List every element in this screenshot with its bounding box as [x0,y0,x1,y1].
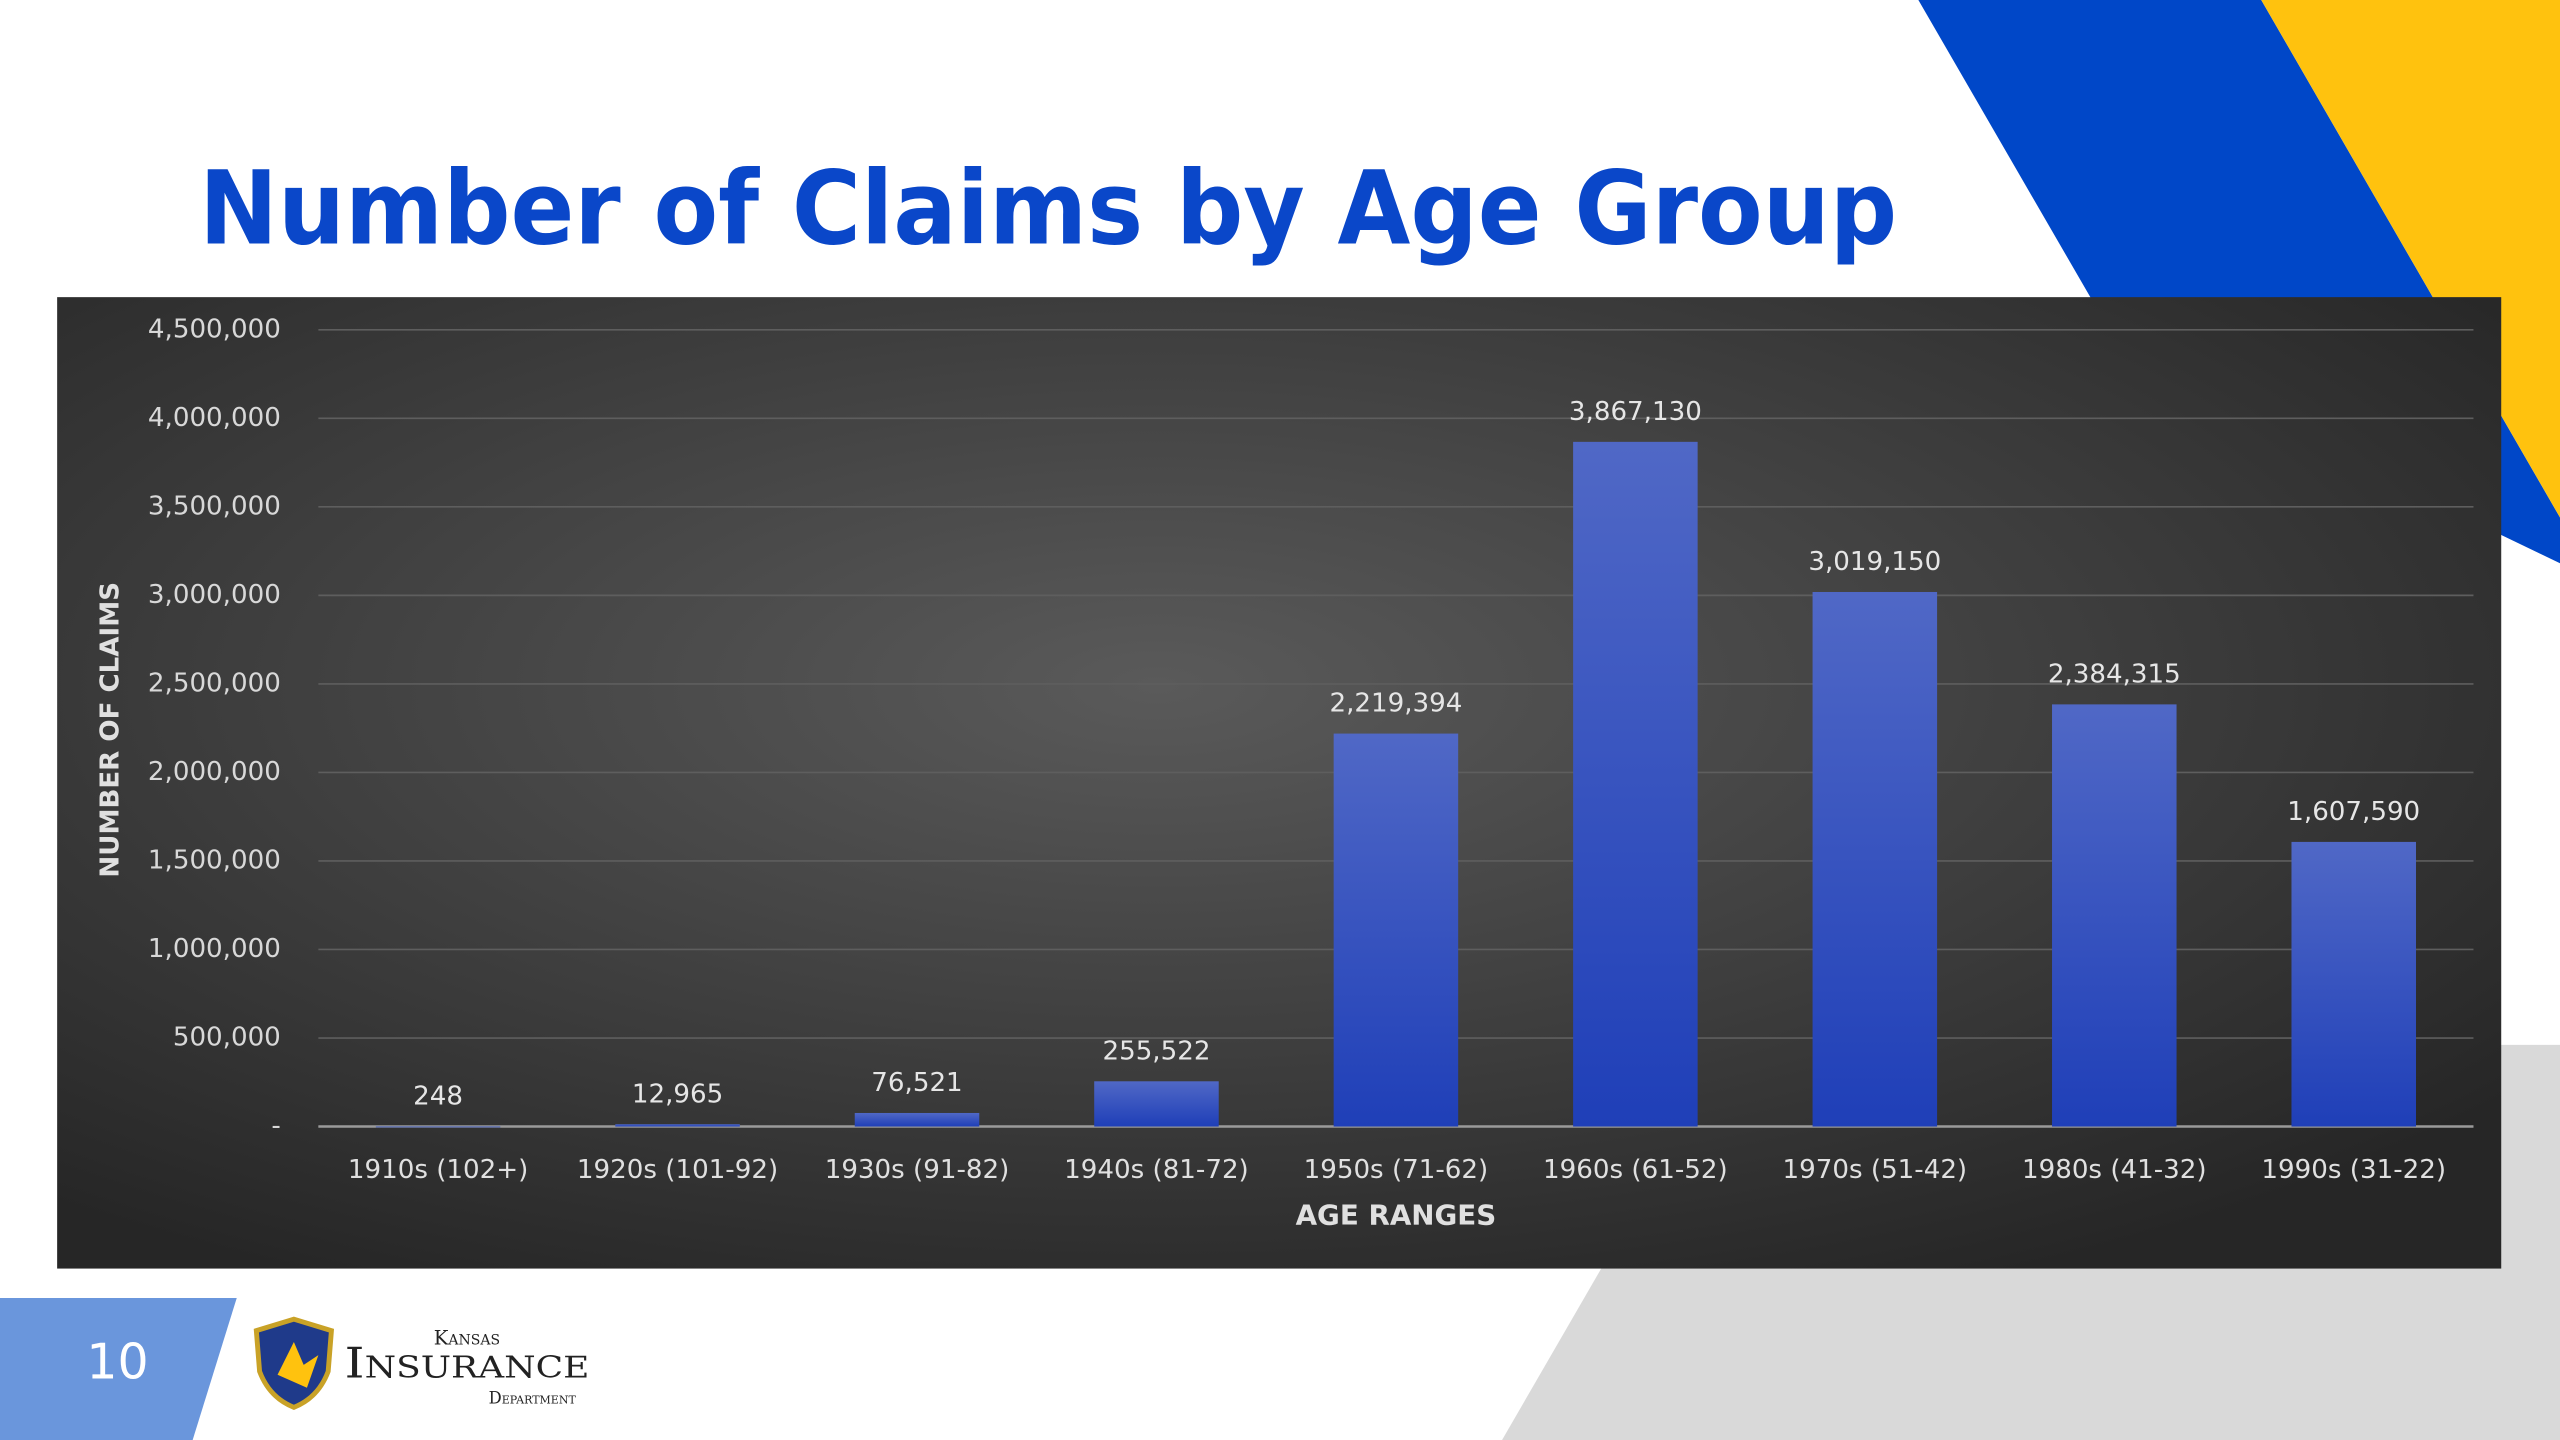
value-label: 248 [413,1082,463,1112]
logo-main: Insurance [344,1340,589,1389]
bar [1573,441,1698,1127]
plot: - 500,000 1,000,000 1,500,000 2,000,000 2,500… [148,314,2474,1185]
x-tick-label: 1990s (31-22) [2261,1155,2446,1185]
x-tick-label: 1980s (41-32) [2022,1155,2207,1185]
bar [2291,841,2416,1127]
y-tick-label: 2,500,000 [148,668,281,698]
value-label: 255,522 [1102,1036,1210,1066]
y-tick-label: 4,500,000 [148,314,281,344]
x-tick-label: 1920s (101-92) [577,1155,778,1185]
value-label: 76,521 [871,1068,962,1098]
value-label: 2,384,315 [2048,659,2181,689]
y-axis-title: NUMBER OF CLAIMS [96,582,126,878]
bar [615,1124,740,1127]
bar [2052,704,2177,1127]
x-axis-title: AGE RANGES [1296,1198,1497,1231]
y-tick-label: 2,000,000 [148,757,281,787]
x-tick-label: 1950s (71-62) [1304,1155,1489,1185]
logo-bottom: Department [489,1389,577,1408]
page-number: 10 [86,1333,148,1390]
bar [1812,591,1938,1127]
bar [854,1112,980,1127]
y-tick-label: 1,000,000 [148,934,281,964]
value-label: 3,867,130 [1569,397,1702,427]
x-tick-label: 1970s (51-42) [1783,1155,1968,1185]
y-tick-label: 3,000,000 [148,580,281,610]
x-tick-label: 1960s (61-52) [1543,1155,1728,1185]
y-tick-label: - [271,1111,280,1141]
page-number-box [0,1297,237,1440]
x-tick-label: 1910s (102+) [348,1155,528,1185]
value-label: 3,019,150 [1808,547,1941,577]
x-tick-label: 1940s (81-72) [1064,1155,1249,1185]
value-label: 1,607,590 [2287,797,2420,827]
y-tick-label: 3,500,000 [148,491,281,521]
bar [375,1126,501,1128]
y-tick-label: 4,000,000 [148,403,281,433]
value-label: 12,965 [632,1079,723,1109]
bar [1094,1081,1219,1127]
logo-top: Kansas [434,1326,500,1349]
y-tick-label: 1,500,000 [148,845,281,875]
slide-title: Number of Claims by Age Group [199,149,1897,267]
logo-emblem [277,1342,319,1388]
x-tick-label: 1930s (91-82) [825,1155,1010,1185]
bar [1333,733,1459,1127]
y-tick-label: 500,000 [173,1023,281,1053]
value-label: 2,219,394 [1329,689,1462,719]
